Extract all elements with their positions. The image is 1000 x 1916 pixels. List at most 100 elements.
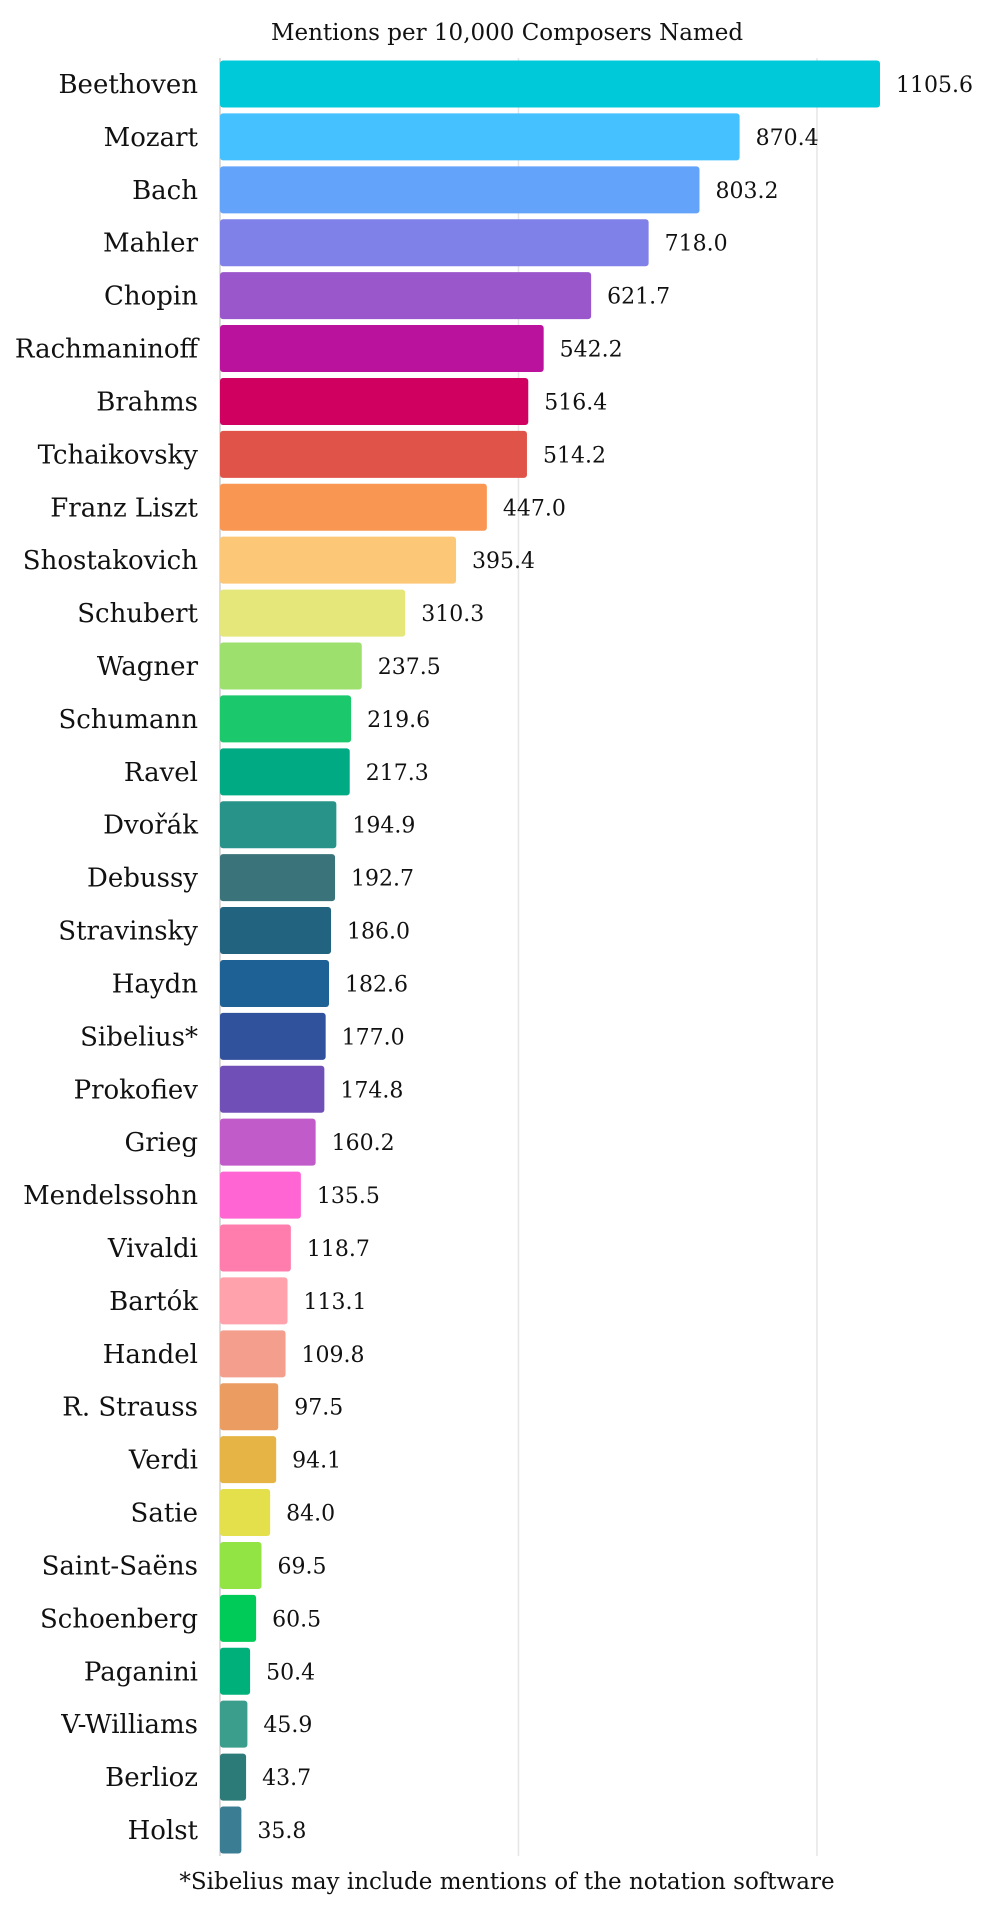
bar: [220, 748, 350, 796]
value-label: 35.8: [257, 1819, 306, 1844]
bar: [220, 1594, 257, 1642]
category-label: Bartók: [109, 1287, 198, 1317]
category-label: Sibelius*: [80, 1022, 198, 1052]
category-label: Mahler: [103, 229, 199, 259]
category-label: Wagner: [97, 652, 199, 682]
category-label: Brahms: [96, 387, 198, 417]
category-labels: Beethoven Mozart Bach Mahler Chopin Rachmanin…: [15, 70, 201, 1846]
category-label: Dvořák: [103, 811, 198, 841]
bar: [220, 536, 457, 584]
value-label: 542.2: [560, 338, 623, 363]
value-label: 803.2: [715, 179, 778, 204]
bar: [220, 589, 406, 637]
category-label: Paganini: [84, 1657, 198, 1687]
bar: [220, 1065, 325, 1113]
bar: [220, 1012, 326, 1060]
value-label: 94.1: [292, 1449, 341, 1474]
value-label: 109.8: [302, 1343, 365, 1368]
value-label: 514.2: [543, 443, 606, 468]
bar: [220, 1171, 301, 1219]
bar: [220, 1541, 262, 1589]
value-label: 237.5: [378, 655, 441, 680]
value-label: 516.4: [544, 390, 607, 415]
bar: [220, 1489, 271, 1537]
category-label: Franz Liszt: [50, 493, 198, 523]
value-labels: 1105.6 870.4 803.2 718.0 621.7 542.2 516.4 514.…: [257, 73, 973, 1844]
value-label: 60.5: [272, 1607, 321, 1632]
value-label: 113.1: [304, 1290, 367, 1315]
bar: [220, 854, 336, 902]
category-label: Handel: [103, 1340, 198, 1370]
category-label: Bach: [132, 176, 198, 206]
bar: [220, 1118, 316, 1166]
category-label: Holst: [128, 1816, 199, 1846]
value-label: 118.7: [307, 1237, 370, 1262]
bar: [220, 1700, 248, 1748]
category-label: V-Williams: [60, 1710, 198, 1740]
category-label: Berlioz: [105, 1763, 198, 1793]
category-label: Verdi: [128, 1446, 198, 1476]
value-label: 1105.6: [896, 73, 973, 98]
value-label: 217.3: [366, 761, 429, 786]
value-label: 97.5: [294, 1396, 343, 1421]
bar: [220, 166, 700, 214]
bar: [220, 60, 880, 108]
value-label: 194.9: [352, 814, 415, 839]
category-label: Chopin: [104, 282, 198, 312]
bar: [220, 1753, 247, 1801]
bar: [220, 1383, 279, 1431]
category-label: Satie: [131, 1499, 198, 1529]
value-label: 310.3: [421, 602, 484, 627]
bar: [220, 1806, 242, 1854]
bar: [220, 272, 592, 320]
bar: [220, 430, 527, 478]
category-label: Beethoven: [58, 70, 198, 100]
category-label: Mendelssohn: [23, 1181, 198, 1211]
value-label: 45.9: [263, 1713, 312, 1738]
bar: [220, 1224, 291, 1272]
bar: [220, 1436, 277, 1484]
bar: [220, 113, 740, 161]
value-label: 160.2: [332, 1131, 395, 1156]
category-label: Vivaldi: [107, 1234, 198, 1264]
category-label: Prokofiev: [74, 1075, 199, 1105]
bar: [220, 1330, 286, 1378]
bar: [220, 642, 362, 690]
value-label: 84.0: [286, 1502, 335, 1527]
value-label: 177.0: [342, 1025, 405, 1050]
bar: [220, 1277, 288, 1325]
bar: [220, 1647, 251, 1695]
chart-title: Mentions per 10,000 Composers Named: [271, 20, 743, 46]
value-label: 50.4: [266, 1660, 315, 1685]
category-label: Tchaikovsky: [38, 440, 199, 470]
value-label: 870.4: [756, 126, 819, 151]
category-label: Shostakovich: [23, 546, 198, 576]
category-label: Ravel: [124, 758, 198, 788]
category-label: Schoenberg: [40, 1604, 198, 1634]
bars: [220, 60, 880, 1854]
bar: [220, 219, 649, 267]
bar: [220, 959, 330, 1007]
value-label: 718.0: [665, 232, 728, 257]
value-label: 395.4: [472, 549, 535, 574]
value-label: 219.6: [367, 708, 430, 733]
value-label: 182.6: [345, 972, 408, 997]
footnote: *Sibelius may include mentions of the no…: [179, 1869, 834, 1895]
value-label: 186.0: [347, 920, 410, 945]
category-label: Mozart: [104, 123, 199, 153]
bar: [220, 801, 337, 849]
value-label: 621.7: [607, 285, 670, 310]
value-label: 43.7: [262, 1766, 311, 1791]
value-label: 174.8: [340, 1078, 403, 1103]
bar: [220, 695, 352, 743]
value-label: 135.5: [317, 1184, 380, 1209]
category-label: Rachmaninoff: [15, 335, 201, 365]
value-label: 69.5: [277, 1554, 326, 1579]
category-label: Haydn: [112, 969, 199, 999]
value-label: 447.0: [503, 496, 566, 521]
bar: [220, 907, 332, 955]
category-label: Schumann: [58, 705, 198, 735]
category-label: Saint-Saëns: [42, 1551, 198, 1581]
